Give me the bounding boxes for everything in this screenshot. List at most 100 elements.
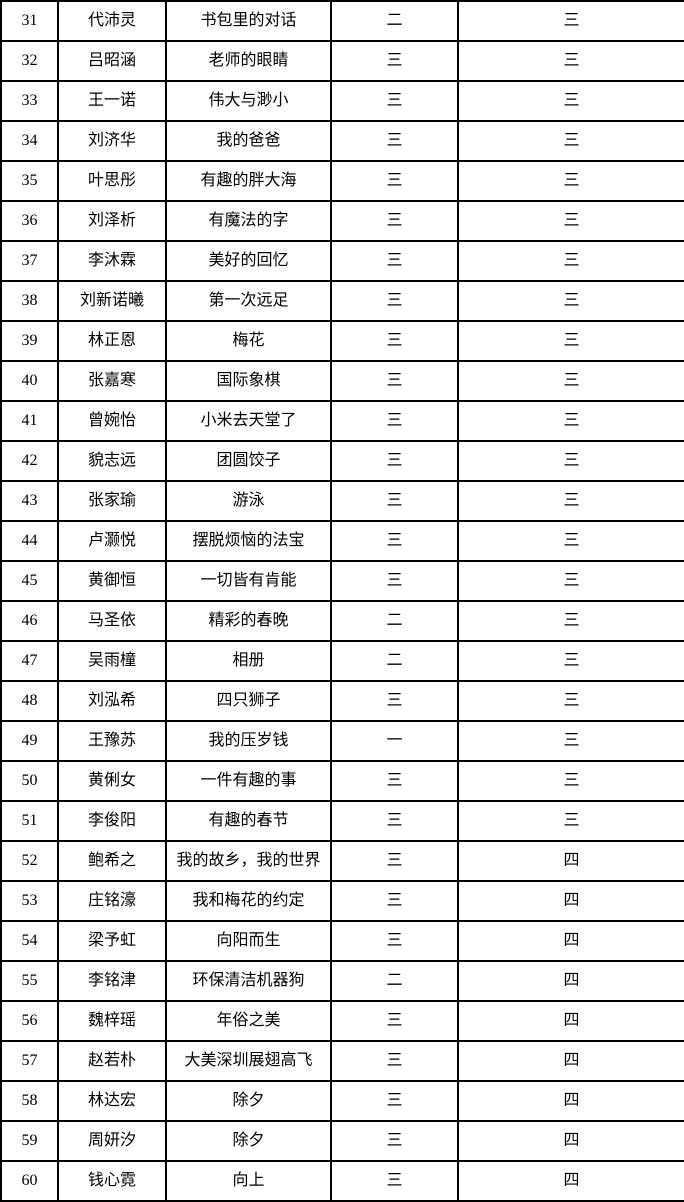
cell-number: 31 [0,0,59,42]
cell-name: 梁予虹 [57,920,167,962]
cell-name: 魏梓瑶 [57,1000,167,1042]
cell-grade-2: 四 [457,1080,684,1122]
cell-number: 43 [0,480,59,522]
cell-grade-2: 三 [457,480,684,522]
cell-grade-1: 三 [330,280,459,322]
cell-number: 49 [0,720,59,762]
cell-name: 李沐霖 [57,240,167,282]
table-row: 60 钱心霓 向上三四 [0,1160,684,1202]
cell-title: 第一次远足 [165,280,332,322]
cell-grade-2: 三 [457,120,684,162]
table-row: 39 林正恩 梅花三三 [0,320,684,362]
table-row: 52 鲍希之 我的故乡，我的世界三四 [0,840,684,882]
cell-name: 赵若朴 [57,1040,167,1082]
cell-grade-1: 三 [330,240,459,282]
cell-grade-1: 三 [330,880,459,922]
cell-grade-2: 三 [457,200,684,242]
cell-name: 黄俐女 [57,760,167,802]
cell-name: 貌志远 [57,440,167,482]
cell-grade-1: 三 [330,840,459,882]
table-row: 49 王豫苏 我的压岁钱一三 [0,720,684,762]
cell-grade-1: 三 [330,320,459,362]
cell-grade-2: 三 [457,640,684,682]
table-row: 44 卢灏悦 摆脱烦恼的法宝三三 [0,520,684,562]
cell-grade-1: 三 [330,1000,459,1042]
table-row: 46 马圣依 精彩的春晚二三 [0,600,684,642]
cell-title: 有趣的胖大海 [165,160,332,202]
cell-number: 37 [0,240,59,282]
table-row: 56 魏梓瑶 年俗之美三四 [0,1000,684,1042]
table-row: 55 李铭津 环保清洁机器狗二四 [0,960,684,1002]
table-row: 48 刘泓希 四只狮子三三 [0,680,684,722]
cell-number: 55 [0,960,59,1002]
cell-grade-1: 三 [330,1040,459,1082]
cell-name: 庄铭濠 [57,880,167,922]
table-row: 59 周妍汐 除夕三四 [0,1120,684,1162]
cell-grade-1: 二 [330,600,459,642]
cell-grade-2: 四 [457,1120,684,1162]
table-row: 50 黄俐女 一件有趣的事三三 [0,760,684,802]
cell-grade-2: 四 [457,1000,684,1042]
cell-grade-2: 三 [457,160,684,202]
cell-name: 林达宏 [57,1080,167,1122]
cell-grade-2: 四 [457,880,684,922]
cell-number: 42 [0,440,59,482]
cell-name: 吴雨橦 [57,640,167,682]
cell-grade-1: 三 [330,160,459,202]
cell-number: 57 [0,1040,59,1082]
cell-title: 老师的眼睛 [165,40,332,82]
table-row: 35 叶思彤 有趣的胖大海三三 [0,160,684,202]
cell-grade-1: 三 [330,680,459,722]
cell-title: 我的爸爸 [165,120,332,162]
cell-grade-2: 四 [457,1040,684,1082]
table-row: 38 刘新诺曦 第一次远足三三 [0,280,684,322]
cell-title: 游泳 [165,480,332,522]
cell-title: 梅花 [165,320,332,362]
cell-title: 向上 [165,1160,332,1202]
cell-grade-2: 三 [457,720,684,762]
cell-grade-1: 三 [330,1120,459,1162]
cell-name: 代沛灵 [57,0,167,42]
cell-number: 45 [0,560,59,602]
cell-grade-1: 一 [330,720,459,762]
cell-grade-1: 三 [330,1160,459,1202]
cell-title: 大美深圳展翅高飞 [165,1040,332,1082]
cell-grade-1: 三 [330,120,459,162]
cell-number: 36 [0,200,59,242]
cell-grade-2: 三 [457,680,684,722]
table-row: 43 张家瑜 游泳三三 [0,480,684,522]
cell-title: 小米去天堂了 [165,400,332,442]
table-row: 33 王一诺 伟大与渺小三三 [0,80,684,122]
cell-number: 47 [0,640,59,682]
cell-name: 刘济华 [57,120,167,162]
cell-grade-2: 三 [457,240,684,282]
cell-name: 刘泓希 [57,680,167,722]
cell-number: 58 [0,1080,59,1122]
cell-title: 除夕 [165,1120,332,1162]
cell-title: 摆脱烦恼的法宝 [165,520,332,562]
cell-grade-2: 四 [457,920,684,962]
cell-grade-2: 三 [457,520,684,562]
cell-number: 41 [0,400,59,442]
table-row: 40 张嘉寒 国际象棋三三 [0,360,684,402]
cell-number: 48 [0,680,59,722]
table-row: 41 曾婉怡 小米去天堂了三三 [0,400,684,442]
cell-grade-1: 三 [330,1080,459,1122]
cell-number: 52 [0,840,59,882]
cell-grade-1: 三 [330,800,459,842]
cell-number: 39 [0,320,59,362]
table-row: 42 貌志远 团圆饺子三三 [0,440,684,482]
cell-name: 李铭津 [57,960,167,1002]
table-row: 51 李俊阳 有趣的春节三三 [0,800,684,842]
cell-name: 黄御恒 [57,560,167,602]
cell-number: 46 [0,600,59,642]
cell-grade-2: 三 [457,0,684,42]
cell-grade-1: 三 [330,80,459,122]
cell-title: 书包里的对话 [165,0,332,42]
cell-grade-1: 三 [330,920,459,962]
cell-title: 我和梅花的约定 [165,880,332,922]
cell-grade-2: 三 [457,560,684,602]
cell-grade-1: 三 [330,440,459,482]
